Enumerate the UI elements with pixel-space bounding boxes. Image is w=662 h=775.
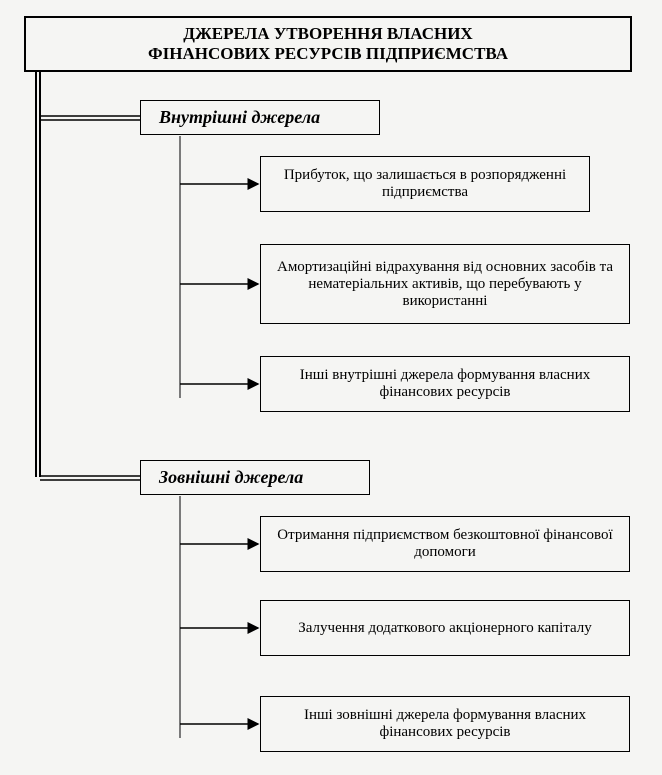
item-box-external-1: Залучення додаткового акціонерного капіт… (260, 600, 630, 656)
section-label: Внутрішні джерела (159, 107, 320, 127)
item-box-internal-0: Прибуток, що залишається в розпорядженні… (260, 156, 590, 212)
title-line-1: ДЖЕРЕЛА УТВОРЕННЯ ВЛАСНИХ (183, 24, 472, 43)
item-text: Залучення додаткового акціонерного капіт… (298, 620, 592, 637)
item-text: Інші зовнішні джерела формування власних… (275, 707, 615, 741)
item-box-internal-1: Амортизаційні відрахування від основних … (260, 244, 630, 324)
item-text: Амортизаційні відрахування від основних … (275, 259, 615, 310)
diagram-title: ДЖЕРЕЛА УТВОРЕННЯ ВЛАСНИХФІНАНСОВИХ РЕСУ… (24, 16, 632, 72)
item-box-external-2: Інші зовнішні джерела формування власних… (260, 696, 630, 752)
item-box-internal-2: Інші внутрішні джерела формування власни… (260, 356, 630, 412)
item-text: Прибуток, що залишається в розпорядженні… (275, 167, 575, 201)
item-box-external-0: Отримання підприємством безкоштовної фін… (260, 516, 630, 572)
item-text: Отримання підприємством безкоштовної фін… (275, 527, 615, 561)
section-header-external: Зовнішні джерела (140, 460, 370, 495)
item-text: Інші внутрішні джерела формування власни… (275, 367, 615, 401)
section-header-internal: Внутрішні джерела (140, 100, 380, 135)
title-line-2: ФІНАНСОВИХ РЕСУРСІВ ПІДПРИЄМСТВА (148, 44, 508, 63)
section-label: Зовнішні джерела (159, 467, 303, 487)
